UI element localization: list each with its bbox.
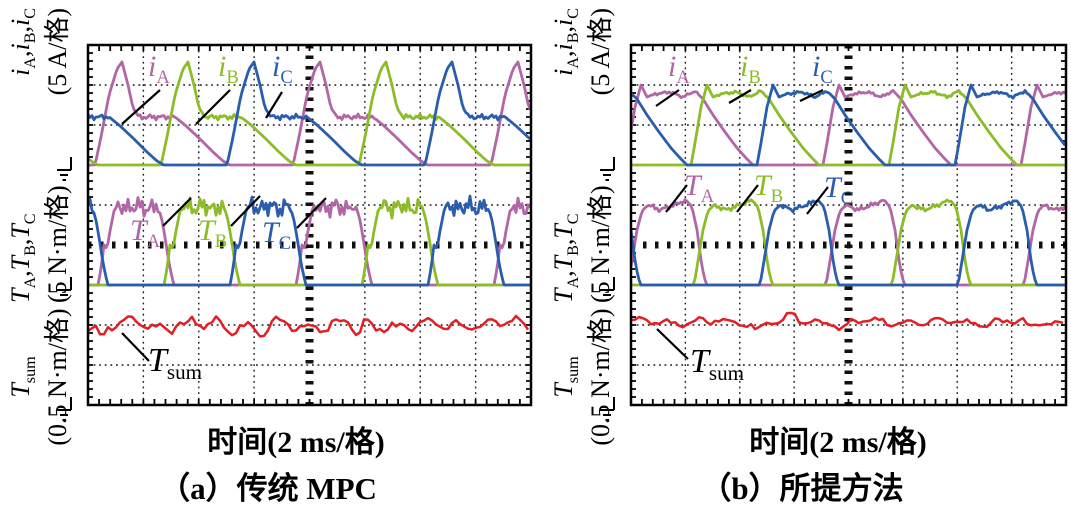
y-axis-label-currents-torques-b: TA,TB,TC iA,iB,iC (5 N·m/格) (5 A/格): [545, 8, 619, 303]
leader-line-TA-a: [162, 197, 192, 227]
y-axis-units-a: (5 N·m/格) (5 A/格): [39, 8, 76, 303]
y-axis-units-b: (5 N·m/格) (5 A/格): [582, 8, 619, 303]
plot-frame-a: [86, 43, 533, 407]
tsum-var-label: Tsum: [549, 356, 583, 398]
ground-reference-icon: [600, 397, 615, 421]
leader-line-TC-a: [296, 197, 327, 229]
ground-reference-icon: [600, 157, 615, 181]
trace-current-iC-a: [89, 60, 530, 167]
trace-total-torque-Tsum-a: [89, 314, 530, 338]
ground-symbols-a: [57, 157, 72, 421]
axis-ticks-a: [88, 45, 531, 405]
ground-reference-icon: [57, 397, 72, 421]
ground-reference-icon: [57, 157, 72, 181]
leader-line-TB-a: [230, 195, 261, 227]
x-axis-label-a: 时间(2 ms/格): [207, 426, 385, 459]
trace-label-iB-a: iB: [218, 50, 239, 88]
y-axis-label-total-torque-a: Tsum (0.5 N·m/格): [2, 286, 76, 468]
leader-line-Tsum-a: [121, 332, 150, 362]
trace-label-Tsum-a: Tsum: [148, 342, 203, 384]
tsum-unit-label: (0.5 N·m/格): [586, 308, 615, 446]
y-axis-label-total-torque-b: Tsum (0.5 N·m/格): [545, 286, 619, 468]
tsum-var-label: Tsum: [6, 356, 40, 398]
leader-line-iA-b: [655, 89, 680, 107]
trace-label-TC-b: TC: [824, 171, 854, 209]
y-axis-vars-b: TA,TB,TC iA,iB,iC: [545, 8, 582, 303]
trace-torque-TC-b: [632, 199, 1065, 287]
leader-line-iB-b: [728, 89, 752, 104]
ground-reference-icon: [600, 277, 615, 301]
leader-line-iA-a: [121, 89, 161, 125]
trace-label-iC-a: iC: [272, 50, 293, 88]
trace-torque-TC-a: [89, 194, 530, 287]
leader-line-TC-b: [806, 186, 829, 215]
caption-panel-b: （b）所提方法: [700, 471, 904, 506]
trace-label-TB-a: TB: [198, 214, 228, 252]
current-vars-label: iA,iB,iC: [549, 8, 583, 76]
current-unit-label: (5 A/格): [586, 8, 615, 96]
trace-label-TA-b: TA: [684, 169, 715, 207]
trace-current-iB-b: [632, 83, 1065, 167]
traces-b: [632, 83, 1065, 332]
trace-label-TB-b: TB: [754, 169, 784, 207]
x-axis-label-b: 时间(2 ms/格): [749, 426, 927, 459]
leader-lines-a: [121, 89, 327, 362]
leader-line-iB-a: [195, 89, 231, 125]
plot-frame-b: [629, 43, 1068, 407]
trace-total-torque-Tsum-b: [632, 311, 1064, 332]
trace-current-iC-b: [632, 83, 1065, 167]
traces-a: [89, 60, 530, 338]
trace-current-iB-a: [89, 60, 530, 167]
y-axis-label-currents-torques-a: TA,TB,TC iA,iB,iC (5 N·m/格) (5 A/格): [2, 8, 76, 303]
trace-current-iA-a: [89, 60, 530, 167]
y-axis-vars-a: TA,TB,TC iA,iB,iC: [2, 8, 39, 303]
leader-lines-b: [655, 89, 829, 360]
leader-line-TA-b: [665, 184, 688, 213]
current-vars-label: iA,iB,iC: [6, 8, 40, 76]
trace-label-TC-a: TC: [262, 216, 292, 254]
ground-symbols-b: [600, 157, 615, 421]
leader-line-iC-a: [265, 91, 283, 119]
trace-label-TA-a: TA: [130, 214, 161, 252]
ground-reference-icon: [57, 277, 72, 301]
trace-label-iA-a: iA: [148, 50, 170, 88]
tsum-unit-label: (0.5 N·m/格): [43, 308, 72, 446]
trace-label-iB-b: iB: [740, 50, 761, 88]
leader-line-TB-b: [736, 184, 759, 213]
leader-line-iC-b: [799, 89, 824, 102]
caption-panel-a: （a）传统 MPC: [159, 471, 377, 506]
trace-label-iC-b: iC: [812, 50, 833, 88]
trace-label-iA-b: iA: [668, 50, 690, 88]
trace-label-Tsum-b: Tsum: [690, 343, 745, 385]
leader-line-Tsum-b: [656, 328, 689, 360]
current-unit-label: (5 A/格): [43, 8, 72, 96]
